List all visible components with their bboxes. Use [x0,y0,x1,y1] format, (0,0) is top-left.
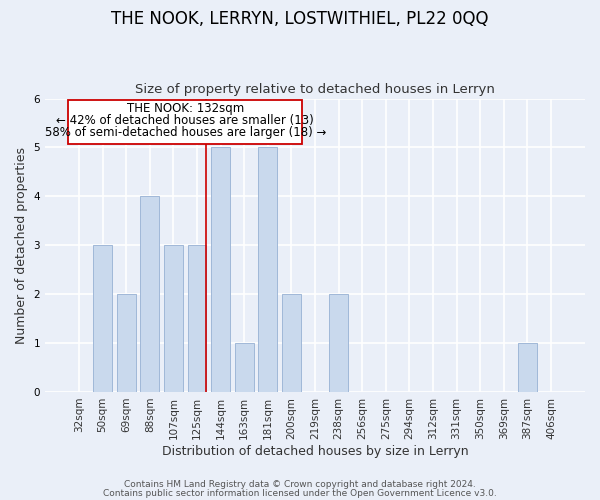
Bar [211,148,230,392]
Bar [93,246,112,392]
Bar [518,343,537,392]
Text: THE NOOK, LERRYN, LOSTWITHIEL, PL22 0QQ: THE NOOK, LERRYN, LOSTWITHIEL, PL22 0QQ [111,10,489,28]
Bar [259,148,277,392]
FancyBboxPatch shape [68,100,302,144]
Text: ← 42% of detached houses are smaller (13): ← 42% of detached houses are smaller (13… [56,114,314,127]
Text: Contains HM Land Registry data © Crown copyright and database right 2024.: Contains HM Land Registry data © Crown c… [124,480,476,489]
Bar [329,294,348,392]
Bar [140,196,159,392]
Bar [117,294,136,392]
Bar [282,294,301,392]
X-axis label: Distribution of detached houses by size in Lerryn: Distribution of detached houses by size … [162,444,469,458]
Bar [188,246,206,392]
Bar [164,246,183,392]
Text: Contains public sector information licensed under the Open Government Licence v3: Contains public sector information licen… [103,488,497,498]
Y-axis label: Number of detached properties: Number of detached properties [15,147,28,344]
Text: 58% of semi-detached houses are larger (18) →: 58% of semi-detached houses are larger (… [44,126,326,139]
Text: THE NOOK: 132sqm: THE NOOK: 132sqm [127,102,244,115]
Bar [235,343,254,392]
Title: Size of property relative to detached houses in Lerryn: Size of property relative to detached ho… [135,83,495,96]
